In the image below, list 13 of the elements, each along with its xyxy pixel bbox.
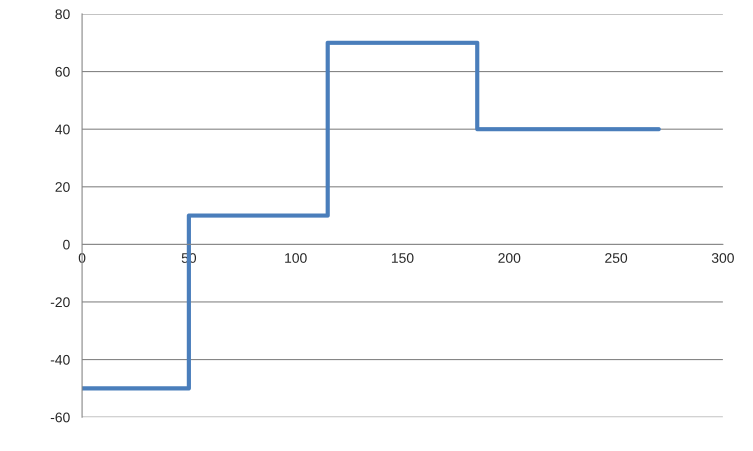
x-tick-label: 200 (498, 253, 520, 263)
y-tick-label: 60 (56, 66, 70, 77)
y-tick-label: 40 (55, 124, 70, 134)
y-tick-label: -20 (50, 297, 70, 308)
y-tick-label: 20 (56, 182, 70, 192)
x-tick-label: 100 (285, 253, 307, 263)
y-tick-label: 80 (55, 9, 70, 20)
x-tick-label: 150 (392, 253, 414, 263)
y-tick-label: 0 (63, 240, 70, 250)
y-tick-label: -60 (50, 412, 70, 422)
x-tick-label: 300 (712, 253, 734, 263)
x-tick-label: 250 (605, 253, 628, 263)
y-tick-label: -40 (50, 354, 70, 365)
